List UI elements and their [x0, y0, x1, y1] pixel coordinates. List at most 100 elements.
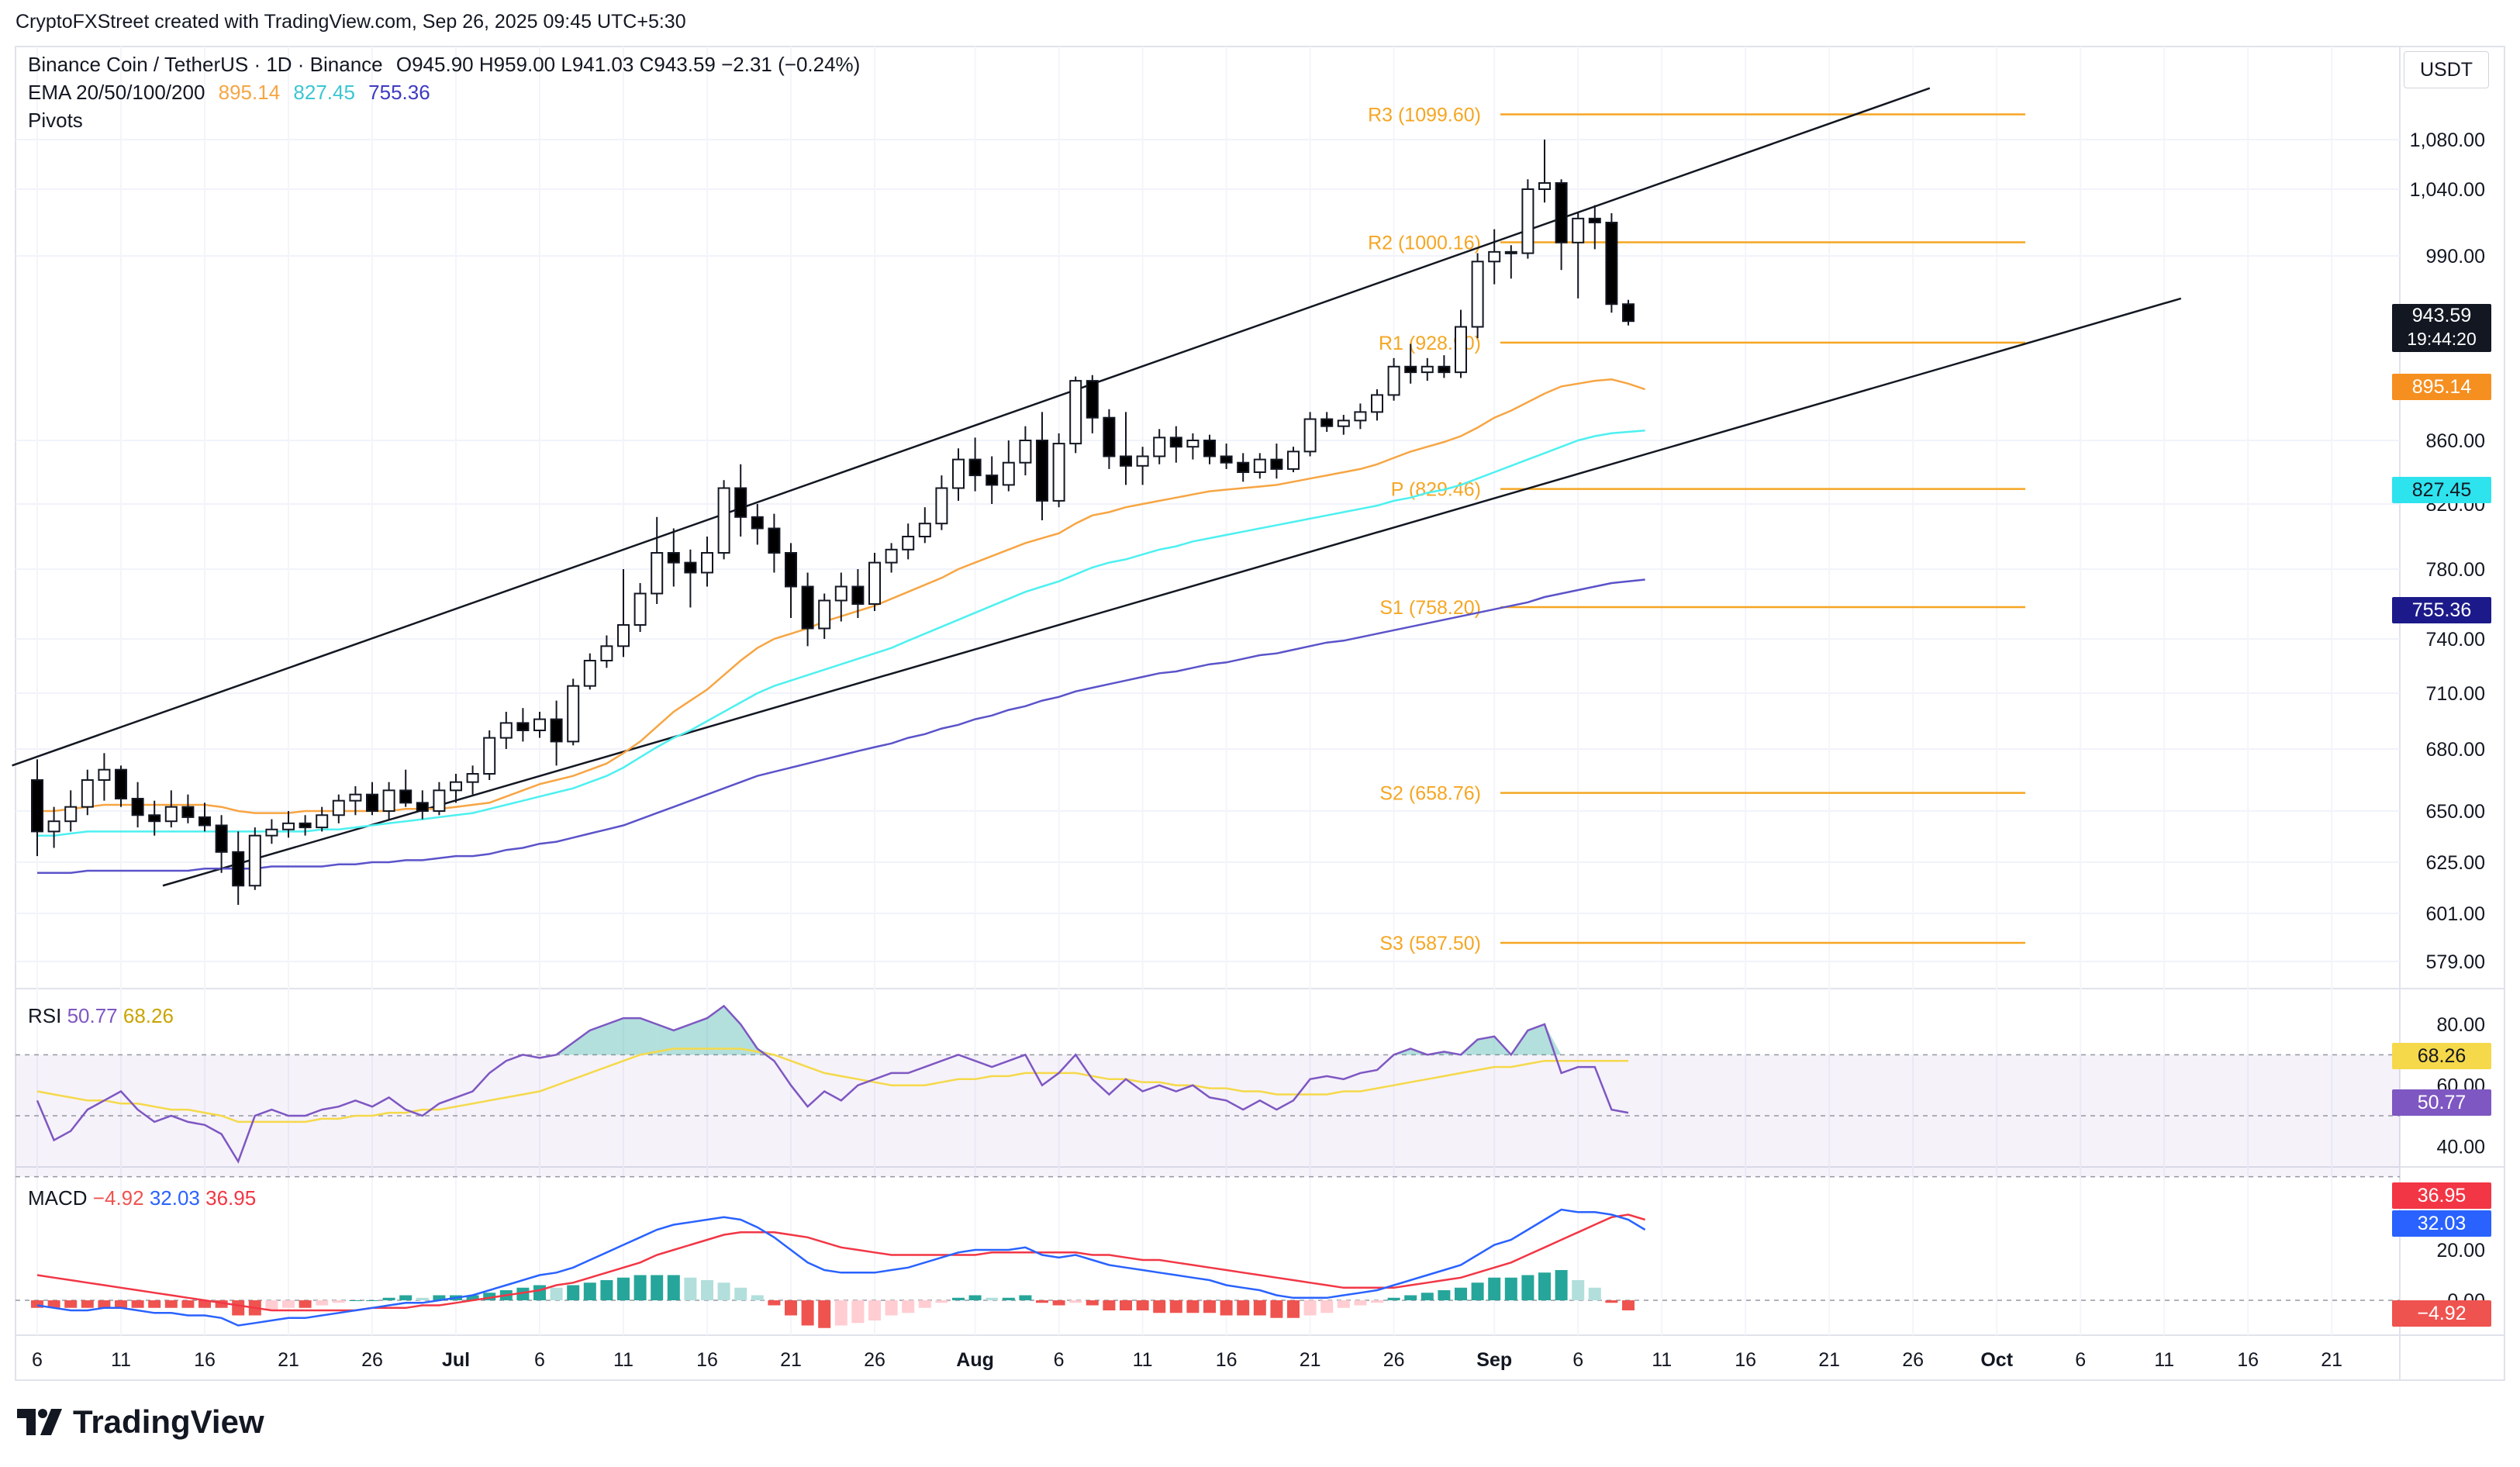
- macd-legend[interactable]: MACD −4.92 32.03 36.95: [28, 1186, 256, 1210]
- candle-body-up: [1421, 365, 1434, 374]
- rsi-overbought-fill: [690, 1018, 707, 1055]
- candle: [416, 790, 429, 820]
- time-tick-label: 21: [780, 1349, 802, 1371]
- candle: [1605, 212, 1618, 313]
- ema-legend[interactable]: EMA 20/50/100/200 895.14 827.45 755.36: [28, 81, 438, 105]
- time-tick-label: 21: [1300, 1349, 1321, 1371]
- candle-body-down: [968, 458, 982, 477]
- candle-body-down: [366, 793, 378, 812]
- candle: [1169, 426, 1182, 463]
- macd-hist-bar: [1504, 1277, 1517, 1300]
- tradingview-logo[interactable]: TradingView: [17, 1403, 264, 1441]
- candle: [1036, 412, 1048, 520]
- time-tick-label: 6: [2075, 1349, 2086, 1371]
- candle: [1622, 299, 1635, 326]
- candle: [851, 569, 865, 618]
- macd-hist-bar: [1438, 1290, 1451, 1300]
- candle: [64, 790, 78, 832]
- candle-body-up: [433, 789, 446, 812]
- candle-body-up: [902, 536, 915, 551]
- macd-signal-tag: 36.95: [2392, 1182, 2491, 1209]
- candle-body-up: [868, 561, 881, 605]
- time-tick-label: Oct: [1980, 1349, 2013, 1371]
- macd-hist-bar: [349, 1300, 362, 1301]
- macd-hist-bar: [1203, 1300, 1216, 1313]
- candle-body-down: [1086, 380, 1099, 419]
- candle-body-down: [215, 824, 228, 853]
- pivots-legend[interactable]: Pivots: [28, 109, 83, 132]
- candle: [717, 480, 730, 560]
- macd-hist-bar: [1153, 1300, 1166, 1313]
- macd-hist-bar: [1588, 1287, 1601, 1300]
- ema-label: EMA 20/50/100/200: [28, 81, 205, 104]
- macd-hist-bar: [533, 1285, 546, 1300]
- candle: [1504, 245, 1517, 279]
- macd-hist-bar: [316, 1300, 329, 1306]
- candle-body-up: [282, 822, 295, 830]
- candle: [232, 831, 245, 905]
- candle-body-down: [734, 487, 747, 518]
- macd-hist-bar: [131, 1300, 144, 1308]
- macd-hist-bar: [1103, 1300, 1116, 1310]
- channel-lower-line: [162, 297, 2182, 887]
- candle: [751, 504, 764, 545]
- macd-hist-bar: [1019, 1295, 1032, 1300]
- currency-unit-button[interactable]: USDT: [2404, 51, 2489, 88]
- candle-body-down: [31, 779, 43, 833]
- candle: [1019, 426, 1032, 476]
- macd-hist-bar: [918, 1300, 931, 1308]
- rsi-overbought-fill: [1477, 1036, 1495, 1055]
- pivot-label-s2: S2 (658.76): [1379, 783, 1481, 805]
- macd-hist-bar: [1455, 1287, 1467, 1300]
- candle-body-down: [232, 851, 245, 887]
- bar-countdown: 19:44:20: [2407, 329, 2477, 349]
- macd-hist-bar: [232, 1300, 245, 1316]
- price-tick-label: 860.00: [2426, 430, 2485, 452]
- candle-body-up: [1002, 461, 1015, 486]
- macd-hist-bar: [1237, 1300, 1250, 1316]
- candle-body-up: [382, 789, 395, 812]
- pivot-label-s3: S3 (587.50): [1379, 933, 1481, 954]
- candle-body-down: [1169, 437, 1182, 448]
- candle: [1002, 440, 1015, 492]
- macd-hist-bar: [1337, 1300, 1350, 1308]
- candle-body-up: [450, 781, 462, 792]
- candle-body-up: [1153, 437, 1166, 457]
- rsi-legend[interactable]: RSI 50.77 68.26: [28, 1004, 174, 1028]
- candle: [81, 769, 94, 816]
- time-tick-label: 11: [2154, 1349, 2174, 1371]
- candle-body-up: [918, 523, 931, 538]
- candle-body-up: [1186, 440, 1200, 448]
- price-tick-label: 740.00: [2426, 629, 2485, 651]
- candle-body-down: [768, 527, 781, 554]
- rsi-overbought-fill: [707, 1006, 724, 1055]
- macd-hist-bar: [801, 1300, 814, 1326]
- candle: [986, 456, 999, 504]
- time-tick-label: 16: [1735, 1349, 1756, 1371]
- macd-hist-bar: [1253, 1300, 1266, 1316]
- candle: [115, 765, 127, 807]
- ema20-value: 895.14: [218, 81, 281, 104]
- time-tick-label: Aug: [956, 1349, 994, 1371]
- time-tick-label: 26: [1383, 1349, 1405, 1371]
- candle-body-down: [1120, 455, 1132, 467]
- macd-hist-bar: [1404, 1295, 1417, 1300]
- candle: [450, 774, 462, 803]
- candle-body-down: [115, 768, 127, 800]
- macd-hist-bar: [1605, 1300, 1618, 1303]
- price-tick-label: 1,040.00: [2410, 179, 2485, 201]
- candle: [382, 782, 395, 820]
- candle: [399, 769, 413, 807]
- macd-hist-bar: [483, 1293, 496, 1300]
- candle-body-up: [583, 660, 596, 687]
- macd-hist-bar: [818, 1300, 831, 1328]
- candle-body-up: [349, 793, 362, 802]
- candle-body-up: [499, 722, 513, 739]
- candle: [1253, 453, 1266, 479]
- time-tick-label: 16: [194, 1349, 216, 1371]
- candle-body-up: [935, 487, 948, 525]
- candle: [583, 653, 596, 690]
- candle: [902, 523, 915, 560]
- candle-body-down: [667, 552, 680, 564]
